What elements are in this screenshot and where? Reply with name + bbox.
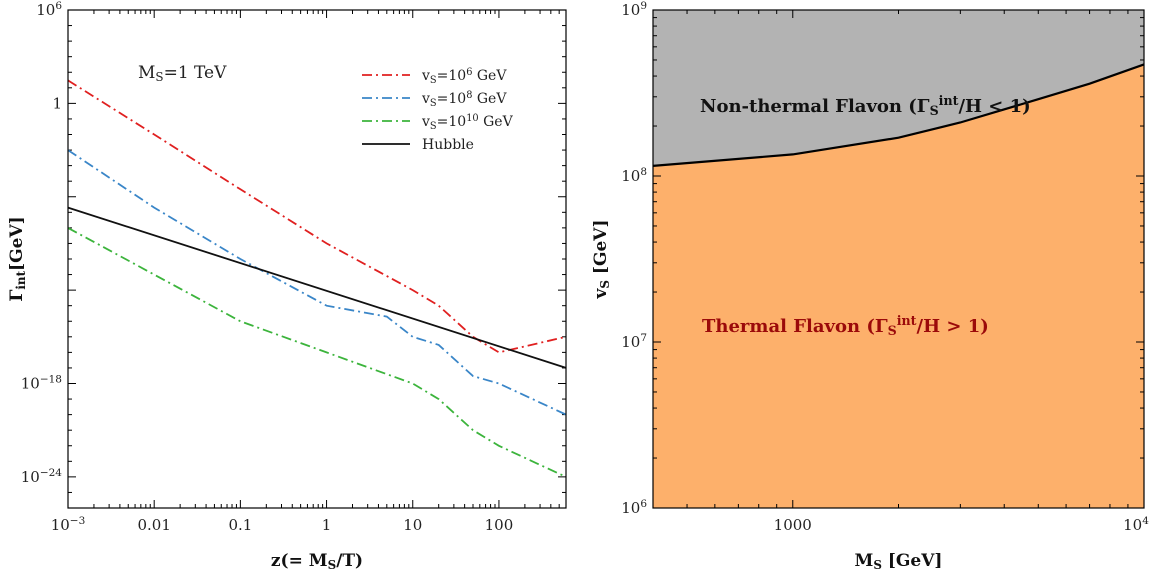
upper-region <box>653 10 1144 166</box>
right-chart: 1000 104 106 107 108 109 MS [GeV] vS [GeV] Non-t… <box>591 0 1149 572</box>
series-line-2 <box>67 227 567 478</box>
series-line-0 <box>67 79 567 354</box>
x-tick-label: 100 <box>485 516 514 534</box>
series-line-1 <box>67 149 567 416</box>
y-tick-label: 106 <box>621 498 647 517</box>
lower-region <box>653 64 1144 509</box>
y-tick-label: 1 <box>52 94 62 112</box>
plot-frame <box>67 9 567 509</box>
x-axis-label: MS [GeV] <box>855 551 943 572</box>
legend-label: vS=108 GeV <box>421 90 507 109</box>
x-tick-label: 1 <box>322 516 332 534</box>
x-tick-label: 1000 <box>774 516 812 534</box>
x-tick-label: 104 <box>1123 515 1149 534</box>
x-tick-label: 0.1 <box>228 516 252 534</box>
y-tick-label: 10−24 <box>21 467 63 486</box>
plot-frame <box>652 9 1145 509</box>
series-line-3 <box>67 206 567 369</box>
y-tick-label: 106 <box>36 0 62 19</box>
legend-label: vS=106 GeV <box>421 67 507 86</box>
y-tick-label: 107 <box>621 332 647 351</box>
x-axis-label: z(= MS/T) <box>271 551 363 572</box>
y-axis-label: Γint[GeV] <box>7 216 28 301</box>
legend-label: vS=1010 GeV <box>421 113 514 132</box>
x-tick-label: 10 <box>403 516 422 534</box>
y-tick-label: 109 <box>621 0 647 19</box>
boundary-line <box>652 63 1145 167</box>
x-tick-label: 0.01 <box>137 516 170 534</box>
upper-region-label: Non-thermal Flavon (ΓSint/H < 1) <box>700 93 1031 118</box>
y-tick-label: 10−18 <box>21 373 62 392</box>
annotation-label: MS=1 TeV <box>138 63 227 84</box>
legend-label: Hubble <box>422 137 474 153</box>
lower-region-label: Thermal Flavon (ΓSint/H > 1) <box>702 313 989 338</box>
left-chart: 10−3 0.01 0.1 1 10 100 106 1 10−18 10−24 z(= MS/T)… <box>7 0 567 572</box>
y-tick-label: 108 <box>621 166 647 185</box>
y-axis-label: vS [GeV] <box>591 219 612 299</box>
x-tick-label: 10−3 <box>51 515 86 534</box>
